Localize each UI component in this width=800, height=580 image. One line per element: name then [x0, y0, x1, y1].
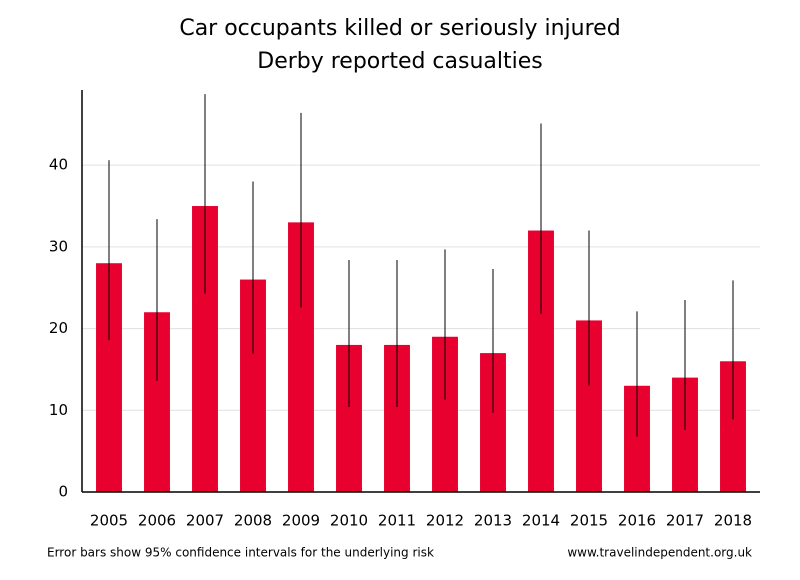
x-tick-label: 2012 — [426, 512, 464, 530]
y-tick-label: 40 — [49, 156, 68, 174]
x-tick-label: 2015 — [570, 512, 608, 530]
chart-subtitle: Derby reported casualties — [257, 49, 543, 74]
x-tick-label: 2017 — [666, 512, 704, 530]
x-tick-label: 2008 — [234, 512, 272, 530]
x-tick-label: 2010 — [330, 512, 368, 530]
y-tick-label: 0 — [58, 483, 68, 501]
x-tick-label: 2011 — [378, 512, 416, 530]
source: www.travelindependent.org.uk — [567, 546, 752, 560]
x-tick-label: 2006 — [138, 512, 176, 530]
x-tick-label: 2005 — [90, 512, 128, 530]
footnote: Error bars show 95% confidence intervals… — [47, 546, 434, 560]
y-tick-label: 10 — [49, 401, 68, 419]
x-tick-label: 2009 — [282, 512, 320, 530]
y-tick-label: 30 — [49, 237, 68, 255]
x-tick-label: 2014 — [522, 512, 560, 530]
chart-title: Car occupants killed or seriously injure… — [179, 16, 620, 41]
x-tick-label: 2016 — [618, 512, 656, 530]
x-tick-label: 2018 — [714, 512, 752, 530]
x-tick-label: 2007 — [186, 512, 224, 530]
y-tick-label: 20 — [49, 319, 68, 337]
x-tick-label: 2013 — [474, 512, 512, 530]
